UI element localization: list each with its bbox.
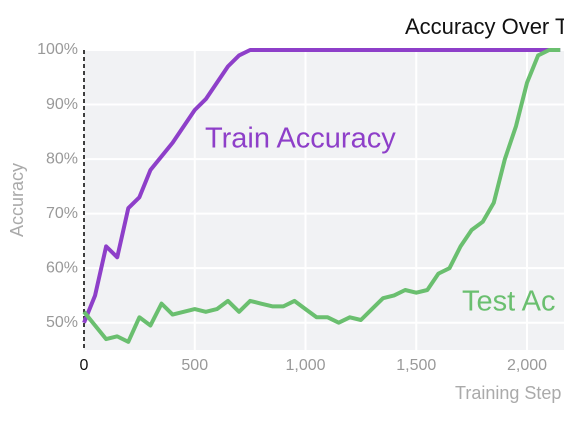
x-tick-label: 0 bbox=[80, 357, 89, 374]
chart-title: Accuracy Over T bbox=[405, 14, 564, 39]
series-line bbox=[82, 48, 561, 324]
x-tick-label: 500 bbox=[181, 357, 208, 374]
y-axis-label: Accuracy bbox=[7, 163, 27, 237]
series-label: Test Ac bbox=[462, 286, 556, 318]
x-tick-label: 1,500 bbox=[396, 357, 436, 374]
y-tick-label: 90% bbox=[46, 96, 78, 113]
x-tick-label: 2,000 bbox=[507, 357, 547, 374]
x-axis-label: Training Step bbox=[455, 383, 561, 403]
x-tick-label: 1,000 bbox=[285, 357, 325, 374]
y-tick-label: 80% bbox=[46, 150, 78, 167]
series-line bbox=[82, 48, 561, 344]
y-tick-label: 70% bbox=[46, 205, 78, 222]
y-tick-label: 60% bbox=[46, 259, 78, 276]
plot-area bbox=[84, 50, 564, 350]
y-tick-label: 50% bbox=[46, 314, 78, 331]
series-label: Train Accuracy bbox=[205, 123, 396, 155]
y-tick-label: 100% bbox=[37, 41, 78, 58]
